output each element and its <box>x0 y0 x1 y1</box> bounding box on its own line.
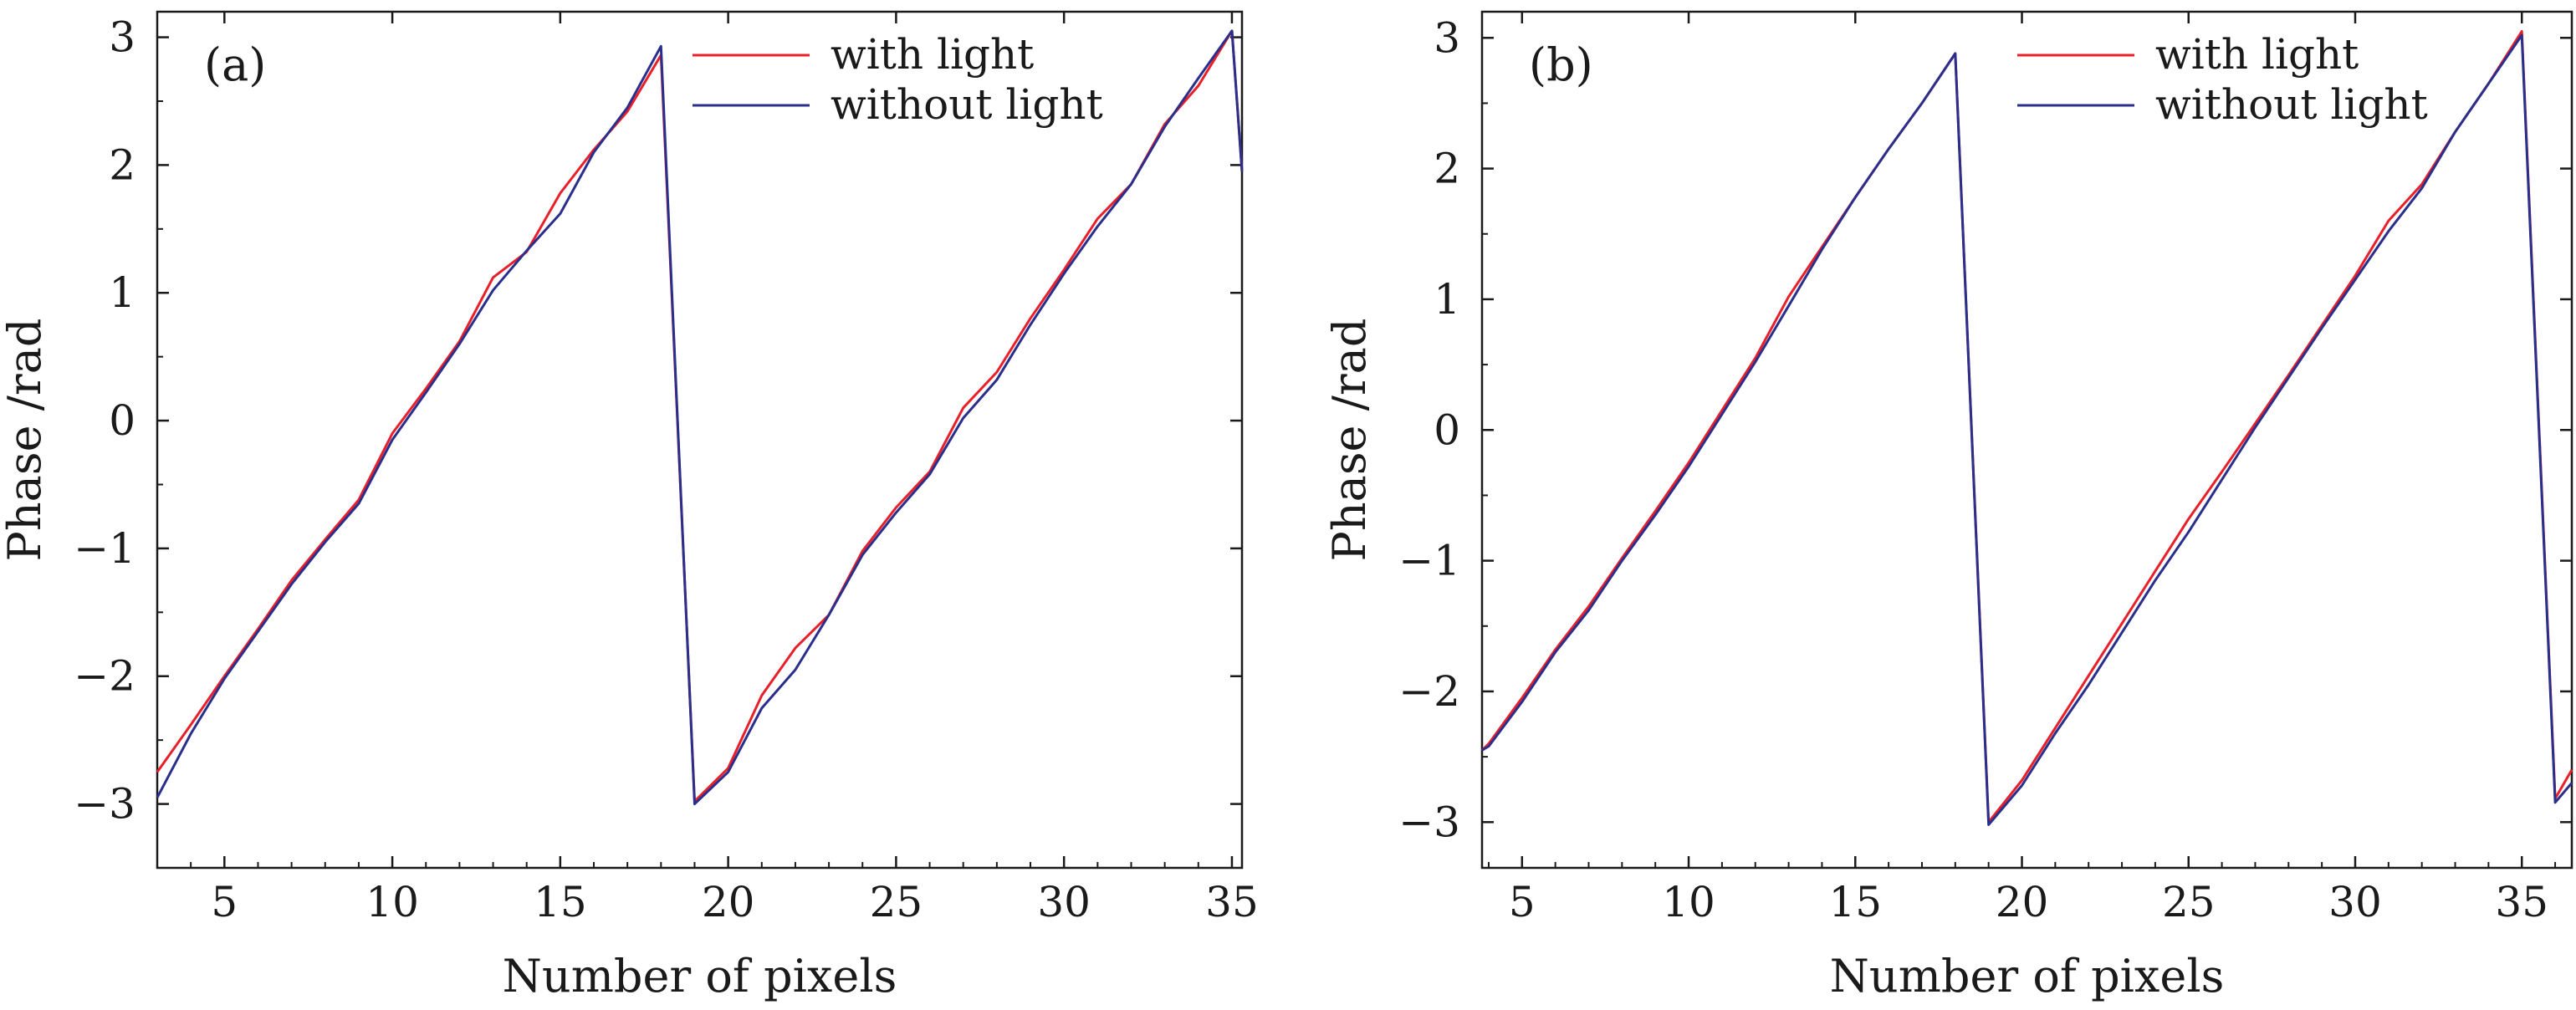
x-tick-label: 25 <box>870 878 923 926</box>
y-tick-label: −3 <box>1398 798 1460 846</box>
series-line-1 <box>1481 33 2573 826</box>
y-tick-label: 2 <box>1434 145 1460 193</box>
x-axis-title: Number of pixels <box>503 950 897 1002</box>
plot-frame <box>1480 10 2573 870</box>
chart-panel-a: 5 10 15 20 25 30 35 −3 −2 −1 0 1 2 3 Number of pixels P… <box>0 10 1259 1002</box>
x-tick-label: 30 <box>2328 878 2382 926</box>
chart-panel-b: 5 10 15 20 25 30 35 −3 −2 −1 0 1 2 3 Number of pixels P… <box>1323 10 2573 1002</box>
x-tick-label: 20 <box>702 878 755 926</box>
x-tick-label: 20 <box>1996 878 2049 926</box>
panel-label: (b) <box>1529 38 1593 91</box>
x-tick-label: 10 <box>1662 878 1715 926</box>
y-tick-label: −3 <box>74 780 135 829</box>
x-tick-label: 30 <box>1037 878 1091 926</box>
series-line-1 <box>156 29 1244 806</box>
x-tick-label: 10 <box>365 878 419 926</box>
series-line-0 <box>156 29 1244 803</box>
y-tick-label: 1 <box>1434 275 1460 324</box>
x-tick-label: 5 <box>1509 878 1536 926</box>
y-tick-label: −2 <box>74 652 135 701</box>
legend-label-1: without light <box>831 80 1103 129</box>
series-line-0 <box>1480 30 2573 824</box>
y-tick-label: 3 <box>109 13 135 62</box>
y-axis-title: Phase /rad <box>0 319 51 562</box>
y-tick-label: 1 <box>109 268 135 317</box>
y-tick-label: 0 <box>109 396 135 445</box>
x-tick-label: 15 <box>1828 878 1882 926</box>
y-tick-label: 0 <box>1434 406 1460 454</box>
x-tick-label: 35 <box>2495 878 2548 926</box>
y-tick-label: −1 <box>1398 537 1460 585</box>
x-tick-label: 35 <box>1205 878 1259 926</box>
y-tick-label: 3 <box>1434 13 1460 62</box>
x-tick-label: 15 <box>534 878 587 926</box>
legend-label-1: without light <box>2155 80 2428 129</box>
y-axis-title: Phase /rad <box>1323 319 1376 562</box>
panel-label: (a) <box>204 38 266 91</box>
x-tick-label: 25 <box>2162 878 2216 926</box>
legend-label-0: with light <box>2155 30 2359 79</box>
x-axis-title: Number of pixels <box>1830 950 2225 1002</box>
x-tick-label: 5 <box>211 878 238 926</box>
plot-frame <box>156 10 1244 870</box>
y-tick-label: −2 <box>1398 667 1460 716</box>
y-tick-label: −1 <box>74 524 135 573</box>
y-tick-label: 2 <box>109 140 135 189</box>
legend-label-0: with light <box>831 30 1034 79</box>
